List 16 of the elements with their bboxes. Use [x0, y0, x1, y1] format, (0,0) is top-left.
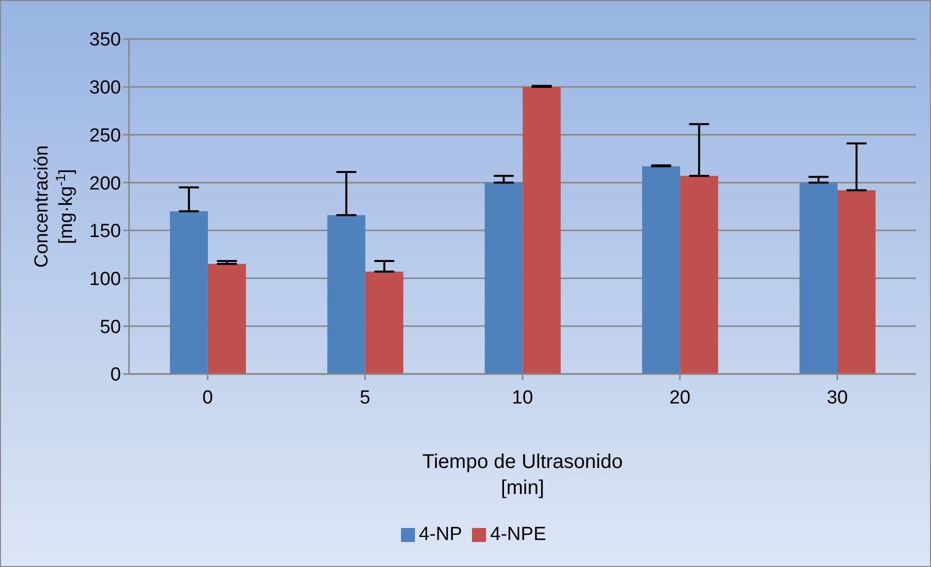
- legend-label: 4-NP: [418, 524, 462, 545]
- y-tick-label: 100: [89, 269, 121, 290]
- y-tick-label: 250: [89, 125, 121, 146]
- x-tick-label: 5: [360, 387, 370, 408]
- x-tick-label: 20: [669, 387, 690, 408]
- y-tick-label: 300: [89, 78, 121, 99]
- y-tick-label: 150: [89, 221, 121, 242]
- x-axis-title: Tiempo de Ultrasonido [min]: [422, 451, 623, 499]
- x-tick-label: 0: [202, 387, 213, 408]
- legend-label: 4-NPE: [490, 524, 546, 545]
- y-tick-label: 200: [89, 173, 121, 194]
- x-tick-label: 30: [826, 387, 848, 408]
- y-tick-label: 50: [100, 316, 121, 338]
- x-tick-label: 10: [512, 387, 534, 408]
- y-tick-label: 350: [89, 30, 121, 51]
- y-tick-label: 0: [110, 364, 121, 386]
